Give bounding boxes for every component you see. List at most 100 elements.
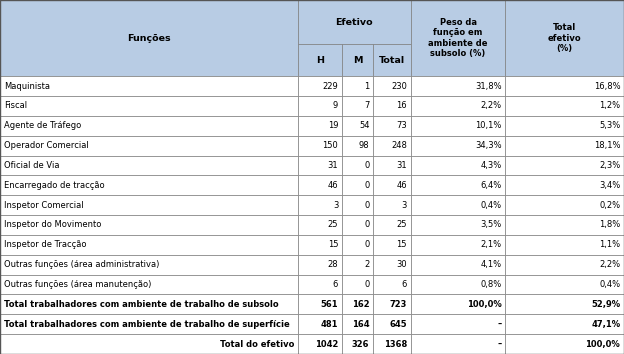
- Text: Agente de Tráfego: Agente de Tráfego: [4, 121, 81, 130]
- Text: 31,8%: 31,8%: [475, 81, 502, 91]
- Text: 18,1%: 18,1%: [594, 141, 620, 150]
- Text: Outras funções (área manutenção): Outras funções (área manutenção): [4, 280, 151, 289]
- Bar: [373, 334, 411, 354]
- Bar: [373, 275, 411, 295]
- Bar: [342, 314, 373, 334]
- Bar: [298, 195, 342, 215]
- Bar: [298, 314, 342, 334]
- Text: 46: 46: [328, 181, 338, 190]
- Bar: [505, 275, 624, 295]
- Bar: [0, 235, 298, 255]
- Text: 19: 19: [328, 121, 338, 130]
- Bar: [411, 116, 505, 136]
- Text: 0: 0: [364, 240, 369, 249]
- Bar: [0, 175, 298, 195]
- Bar: [411, 295, 505, 314]
- Bar: [342, 215, 373, 235]
- Text: 1,8%: 1,8%: [599, 221, 620, 229]
- Bar: [0, 295, 298, 314]
- Text: 229: 229: [323, 81, 338, 91]
- Text: –: –: [497, 320, 502, 329]
- Bar: [342, 116, 373, 136]
- Bar: [505, 334, 624, 354]
- Text: 52,9%: 52,9%: [591, 300, 620, 309]
- Bar: [342, 136, 373, 155]
- Bar: [342, 255, 373, 275]
- Text: 100,0%: 100,0%: [467, 300, 502, 309]
- Bar: [342, 334, 373, 354]
- Bar: [411, 235, 505, 255]
- Bar: [373, 116, 411, 136]
- Bar: [411, 255, 505, 275]
- Text: 7: 7: [364, 101, 369, 110]
- Bar: [0, 255, 298, 275]
- Text: Total trabalhadores com ambiente de trabalho de superfície: Total trabalhadores com ambiente de trab…: [4, 320, 290, 329]
- Bar: [342, 155, 373, 175]
- Text: Inspetor de Tracção: Inspetor de Tracção: [4, 240, 86, 249]
- Bar: [411, 195, 505, 215]
- Text: Maquinista: Maquinista: [4, 81, 50, 91]
- Text: 0,8%: 0,8%: [480, 280, 502, 289]
- Bar: [411, 96, 505, 116]
- Bar: [373, 76, 411, 96]
- Text: 2,3%: 2,3%: [599, 161, 620, 170]
- Bar: [0, 136, 298, 155]
- Text: Operador Comercial: Operador Comercial: [4, 141, 89, 150]
- Bar: [298, 136, 342, 155]
- Bar: [411, 136, 505, 155]
- Bar: [342, 96, 373, 116]
- Text: 3,4%: 3,4%: [599, 181, 620, 190]
- Text: 0,4%: 0,4%: [599, 280, 620, 289]
- Text: Total: Total: [379, 56, 405, 65]
- Text: 25: 25: [396, 221, 407, 229]
- Bar: [298, 295, 342, 314]
- Bar: [298, 215, 342, 235]
- Bar: [505, 235, 624, 255]
- Bar: [298, 275, 342, 295]
- Bar: [373, 155, 411, 175]
- Text: 326: 326: [352, 339, 369, 349]
- Bar: [298, 175, 342, 195]
- Text: 230: 230: [391, 81, 407, 91]
- Bar: [505, 96, 624, 116]
- Bar: [373, 314, 411, 334]
- Bar: [298, 44, 342, 76]
- Bar: [505, 255, 624, 275]
- Text: Peso da
função em
ambiente de
subsolo (%): Peso da função em ambiente de subsolo (%…: [428, 18, 488, 58]
- Bar: [411, 76, 505, 96]
- Bar: [342, 175, 373, 195]
- Text: 481: 481: [321, 320, 338, 329]
- Text: 0: 0: [364, 201, 369, 210]
- Bar: [373, 215, 411, 235]
- Bar: [0, 195, 298, 215]
- Text: 0,4%: 0,4%: [480, 201, 502, 210]
- Bar: [0, 314, 298, 334]
- Bar: [373, 295, 411, 314]
- Bar: [411, 334, 505, 354]
- Text: 16: 16: [396, 101, 407, 110]
- Bar: [373, 44, 411, 76]
- Text: 25: 25: [328, 221, 338, 229]
- Bar: [373, 175, 411, 195]
- Bar: [0, 334, 298, 354]
- Bar: [373, 136, 411, 155]
- Text: 0: 0: [364, 221, 369, 229]
- Bar: [505, 215, 624, 235]
- Text: 2: 2: [364, 260, 369, 269]
- Bar: [298, 116, 342, 136]
- Text: 723: 723: [389, 300, 407, 309]
- Text: 1: 1: [364, 81, 369, 91]
- Bar: [342, 76, 373, 96]
- Text: 1,2%: 1,2%: [599, 101, 620, 110]
- Text: 645: 645: [389, 320, 407, 329]
- Bar: [505, 175, 624, 195]
- Text: 2,2%: 2,2%: [599, 260, 620, 269]
- Bar: [411, 215, 505, 235]
- Text: Outras funções (área administrativa): Outras funções (área administrativa): [4, 260, 159, 269]
- Text: 2,1%: 2,1%: [480, 240, 502, 249]
- Bar: [373, 235, 411, 255]
- Text: –: –: [497, 339, 502, 349]
- Bar: [0, 155, 298, 175]
- Text: 4,1%: 4,1%: [480, 260, 502, 269]
- Text: 3: 3: [333, 201, 338, 210]
